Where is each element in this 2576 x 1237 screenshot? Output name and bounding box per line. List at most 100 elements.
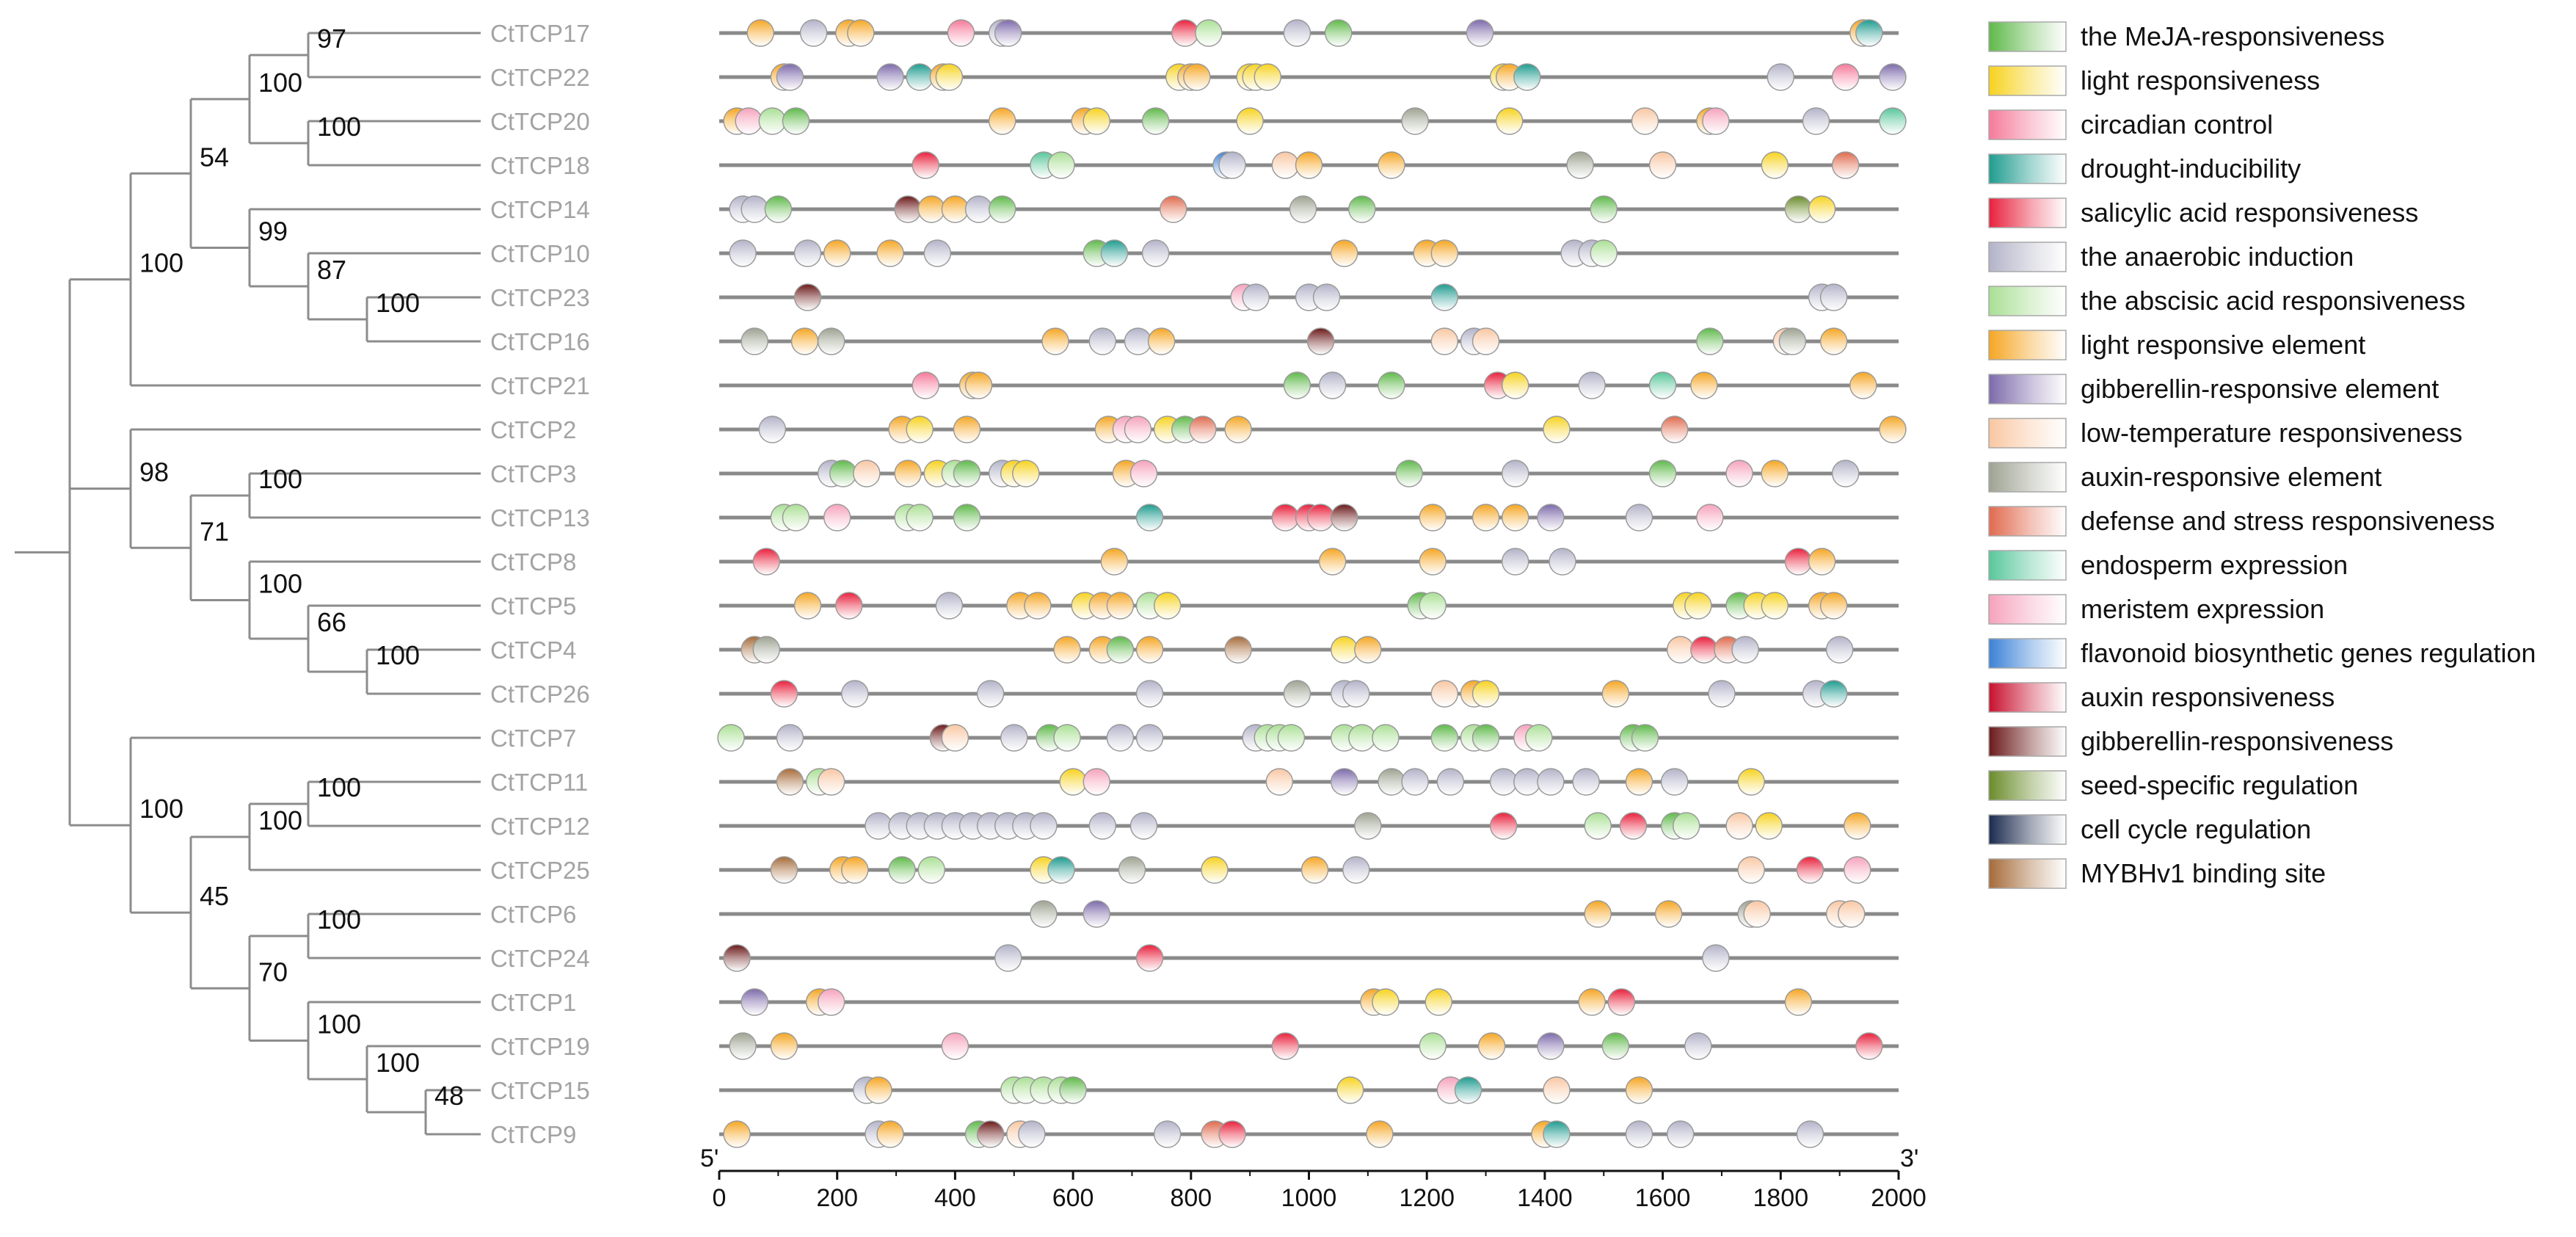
gene-track xyxy=(719,592,1899,620)
cis-element-marker xyxy=(1018,1120,1046,1148)
cis-element-marker xyxy=(1147,327,1176,355)
legend-swatch xyxy=(1988,858,2067,889)
bootstrap-value: 100 xyxy=(317,772,361,802)
cis-element-marker xyxy=(770,1032,798,1060)
bootstrap-value: 98 xyxy=(139,457,169,487)
legend-item: circadian control xyxy=(1988,109,2273,140)
cis-element-marker xyxy=(1135,680,1164,708)
gene-track xyxy=(719,63,1907,91)
gene-label: CtTCP5 xyxy=(490,592,576,620)
cis-element-marker xyxy=(1366,1120,1394,1148)
cis-element-marker xyxy=(1702,107,1730,135)
cis-element-marker xyxy=(1283,19,1311,47)
cis-element-marker xyxy=(1625,1120,1653,1148)
cis-element-marker xyxy=(782,504,810,532)
cis-element-marker xyxy=(1083,768,1110,796)
cis-element-marker xyxy=(1471,680,1500,708)
cis-element-marker xyxy=(1625,768,1653,796)
gene-label: CtTCP17 xyxy=(490,20,590,47)
cis-element-marker xyxy=(1625,1076,1653,1104)
cis-element-marker xyxy=(1395,460,1423,487)
legend-label: circadian control xyxy=(2081,109,2273,139)
cis-element-marker xyxy=(1808,195,1836,223)
cis-element-marker xyxy=(770,856,798,884)
axis-tick-label: 0 xyxy=(713,1184,727,1212)
legend-label: light responsiveness xyxy=(2081,65,2320,95)
cis-element-marker xyxy=(876,239,904,267)
cis-element-marker xyxy=(1318,548,1347,576)
cis-element-marker xyxy=(1265,768,1294,796)
cis-element-marker xyxy=(793,239,822,267)
cis-element-marker xyxy=(994,944,1022,972)
legend-swatch xyxy=(1988,65,2067,96)
cis-element-marker xyxy=(1348,195,1376,223)
axis-tick-label: 800 xyxy=(1170,1184,1212,1212)
cis-element-marker xyxy=(829,460,857,487)
cis-element-marker xyxy=(1300,856,1329,884)
cis-element-marker xyxy=(1819,327,1848,355)
cis-element-marker xyxy=(1631,107,1659,135)
cis-element-marker xyxy=(1283,680,1311,708)
cis-element-marker xyxy=(1348,724,1376,752)
legend-item: the MeJA-responsiveness xyxy=(1988,21,2384,52)
cis-element-marker xyxy=(1430,327,1459,355)
bootstrap-value: 100 xyxy=(139,248,183,278)
cis-element-marker xyxy=(935,63,964,91)
cis-element-marker xyxy=(717,724,745,752)
gene-label: CtTCP18 xyxy=(490,152,590,179)
gene-track xyxy=(717,724,1899,752)
cis-element-marker xyxy=(1537,1032,1565,1060)
cis-element-marker xyxy=(735,107,763,135)
cis-element-marker xyxy=(1330,636,1358,664)
cis-element-marker xyxy=(1501,504,1529,532)
cis-element-marker xyxy=(1088,812,1117,840)
cis-element-marker xyxy=(1725,812,1753,840)
cis-element-marker xyxy=(723,1120,751,1148)
gene-track xyxy=(719,327,1899,355)
gene-label: CtTCP7 xyxy=(490,725,576,752)
cis-element-marker xyxy=(1419,504,1447,532)
cis-element-marker xyxy=(1041,327,1069,355)
cis-element-marker xyxy=(1271,151,1300,179)
cis-element-marker xyxy=(1778,327,1807,355)
cis-element-marker xyxy=(976,680,1005,708)
legend-item: light responsive element xyxy=(1988,330,2365,360)
cis-element-marker xyxy=(1471,327,1500,355)
gene-track xyxy=(719,283,1899,311)
legend-swatch xyxy=(1988,153,2067,184)
cis-element-marker xyxy=(1083,107,1110,135)
legend-swatch xyxy=(1988,726,2067,757)
legend-item: salicylic acid responsiveness xyxy=(1988,197,2418,228)
cis-element-marker xyxy=(1024,592,1052,620)
cis-element-marker xyxy=(1784,195,1813,223)
gene-track xyxy=(719,1032,1899,1060)
legend-item: seed-specific regulation xyxy=(1988,770,2358,801)
bootstrap-value: 100 xyxy=(258,68,302,98)
cis-element-marker xyxy=(1030,900,1058,928)
bootstrap-value: 100 xyxy=(258,569,302,599)
legend-item: MYBHv1 binding site xyxy=(1988,858,2326,889)
legend-label: the anaerobic induction xyxy=(2081,242,2354,272)
cis-element-marker xyxy=(1053,636,1081,664)
three-prime-label: 3' xyxy=(1900,1145,1918,1172)
cis-element-marker xyxy=(1059,1076,1087,1104)
bootstrap-value: 100 xyxy=(376,640,420,670)
legend-label: flavonoid biosynthetic genes regulation xyxy=(2081,638,2536,668)
cis-element-marker xyxy=(1336,1076,1364,1104)
cis-element-marker xyxy=(1802,107,1830,135)
cis-element-marker xyxy=(1129,460,1158,487)
cis-element-marker xyxy=(1844,856,1871,884)
bootstrap-value: 45 xyxy=(200,881,229,911)
legend-item: gibberellin-responsive element xyxy=(1988,374,2439,405)
cis-element-marker xyxy=(1401,768,1429,796)
cis-element-marker xyxy=(1106,592,1135,620)
cis-element-marker xyxy=(1425,988,1453,1016)
cis-element-marker xyxy=(888,856,916,884)
bootstrap-value: 71 xyxy=(200,516,229,546)
cis-element-marker xyxy=(1489,812,1518,840)
axis-tick-label: 2000 xyxy=(1871,1184,1926,1212)
cis-element-marker xyxy=(1831,151,1860,179)
cis-element-marker xyxy=(1631,724,1659,752)
five-prime-label: 5' xyxy=(700,1145,718,1172)
cis-element-marker xyxy=(1590,195,1618,223)
